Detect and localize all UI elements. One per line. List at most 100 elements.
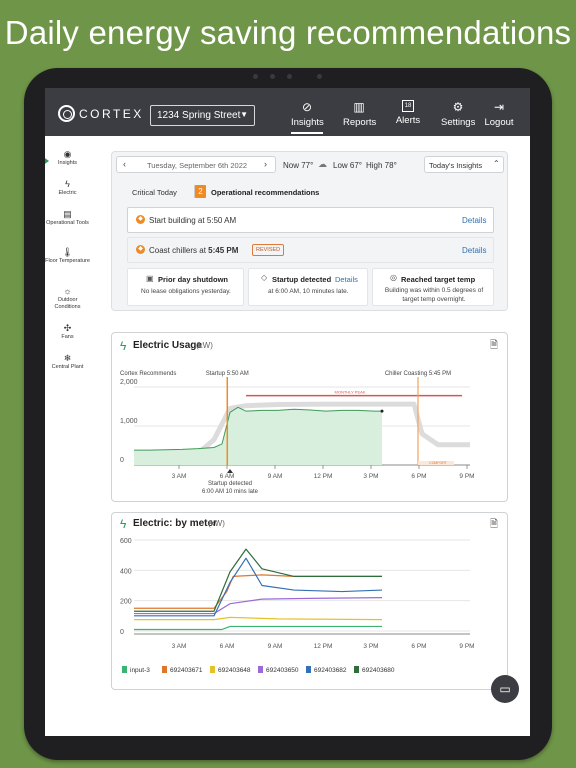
card-unit: (kW) (208, 519, 225, 528)
nav-insights[interactable]: ⊘ Insights (291, 100, 324, 134)
calendar-alert-icon: 18 (402, 100, 414, 112)
sidebar-item-operational-tools[interactable]: ▤ Operational Tools (45, 209, 90, 227)
cortex-recommends-label: Cortex Recommends (120, 371, 176, 377)
legend-swatch (122, 666, 127, 673)
nav-label: Logout (484, 117, 514, 128)
sidebar-item-electric[interactable]: ϟ Electric (45, 179, 90, 197)
document-icon[interactable]: 🗎 (490, 340, 499, 351)
recommendation-text: Start building at (149, 216, 207, 225)
nav-alerts[interactable]: 18 Alerts (394, 100, 422, 126)
x-tick-label: 6 AM (220, 473, 235, 480)
legend-label: 692403682 (314, 667, 347, 674)
actual-end-point (380, 409, 384, 413)
legend-swatch (354, 666, 359, 673)
x-tick-label: 9 PM (459, 643, 474, 650)
recommendation-time: 5:50 AM (206, 216, 237, 225)
target-icon: ◎ (390, 273, 397, 282)
meter-series-line (134, 557, 383, 617)
insights-dropdown[interactable]: Today's Insights ⌃ (424, 156, 504, 173)
x-tick-label: 3 PM (363, 643, 378, 650)
weather-low: Low 67° (333, 161, 362, 170)
marketing-headline: Daily energy saving recommendations (4, 14, 572, 51)
snowflake-icon: ❄ (63, 353, 72, 363)
sidebar-item-insights[interactable]: ◉ Insights (45, 150, 90, 167)
recommendation-row[interactable]: ◆ Coast chillers at 5:45 PM REVISED Deta… (127, 237, 494, 263)
x-tick-label: 3 AM (172, 643, 187, 650)
toolbox-icon: ▤ (63, 209, 72, 219)
summary-title: Reached target temp (401, 275, 476, 284)
weather-high: High 78° (366, 161, 397, 170)
nav-label: Settings (441, 117, 476, 128)
coast-label: Chiller Coasting 5:45 PM (385, 371, 451, 377)
nav-logout[interactable]: ⇥ Logout (484, 100, 514, 128)
nav-reports[interactable]: ▥ Reports (343, 100, 377, 128)
camera-dot (270, 74, 275, 79)
date-picker[interactable]: ‹ Tuesday, September 6th 2022 › (116, 156, 276, 173)
critical-today-label: Critical Today (132, 188, 177, 197)
sidebar: ◉ Insights ϟ Electric ▤ Operational Tool… (45, 136, 90, 736)
x-tick-label: 6 AM (220, 643, 235, 650)
x-tick-label: 9 PM (459, 473, 474, 480)
startup-detected-marker (227, 469, 233, 473)
startup-label: Startup 5:50 AM (206, 371, 249, 377)
x-tick-label: 9 AM (268, 473, 283, 480)
meter-series-line (134, 625, 382, 631)
legend-swatch (306, 666, 311, 673)
camera-dot (287, 74, 292, 79)
summary-card-prior-shutdown: ▣ Prior day shutdown No lease obligation… (127, 268, 244, 306)
recommendation-row[interactable]: ◆ Start building at 5:50 AM Details (127, 207, 494, 233)
cortex-logo[interactable]: CORTEX (58, 105, 144, 122)
details-link[interactable]: Details (335, 275, 358, 284)
x-tick-label: 3 PM (363, 473, 378, 480)
fan-icon: ✣ (63, 323, 72, 333)
comfort-label: COMFORT (429, 461, 447, 465)
sidebar-item-outdoor-conditions[interactable]: ☼ Outdoor Conditions (45, 287, 90, 311)
summary-body: at 6:00 AM, 10 minutes late. (268, 288, 349, 295)
electric-usage-card: ϟ Electric Usage (kW) 🗎 2,000 1,000 0 3 AM 6… (111, 332, 508, 502)
address-value: 1234 Spring Street (157, 110, 241, 121)
details-link[interactable]: Details (462, 216, 487, 225)
legend-label: 692403648 (218, 667, 251, 674)
document-icon[interactable]: 🗎 (490, 519, 499, 530)
sidebar-item-label: Operational Tools (46, 220, 89, 226)
chat-button[interactable]: ▭ (491, 675, 519, 703)
by-meter-chart: 600 400 200 0 3 AM 6 AM 9 AM 12 PM 3 PM 6 PM 9 PM i… (120, 538, 475, 674)
nav-label: Reports (343, 117, 377, 128)
recommendations-title: Operational recommendations (211, 188, 320, 197)
address-select[interactable]: 1234 Spring Street ▼ (150, 105, 255, 126)
sidebar-item-label: Outdoor Conditions (54, 297, 81, 310)
chevron-left-icon[interactable]: ‹ (123, 159, 126, 169)
sidebar-item-floor-temperature[interactable]: 🌡︎ Floor Temperature (45, 248, 90, 265)
camera-dot (317, 74, 322, 79)
electric-usage-chart: 2,000 1,000 0 3 AM 6 AM 9 AM 12 PM 3 PM 6 PM 9 PM… (120, 371, 475, 495)
summary-card-startup: ◇ Startup detected Details at 6:00 AM, 1… (248, 268, 368, 306)
sidebar-item-label: Insights (58, 160, 77, 166)
bolt-icon: ϟ (120, 517, 127, 531)
actual-series-line (134, 406, 382, 451)
gear-icon: ⚙ (452, 100, 464, 114)
actual-series-area (134, 407, 382, 465)
sidebar-item-central-plant[interactable]: ❄ Central Plant (45, 353, 90, 371)
card-title: Electric Usage (133, 340, 202, 351)
x-tick-label: 6 PM (411, 473, 426, 480)
nav-settings[interactable]: ⚙ Settings (441, 100, 475, 128)
calendar-icon: ▣ (146, 274, 154, 283)
chevron-right-icon[interactable]: › (264, 159, 267, 169)
y-tick-label: 0 (120, 629, 124, 636)
summary-title: Prior day shutdown (158, 275, 229, 284)
x-tick-label: 12 PM (314, 473, 333, 480)
card-unit: (kW) (196, 341, 213, 350)
insights-panel: ‹ Tuesday, September 6th 2022 › Now 77° … (111, 151, 508, 311)
nav-label: Alerts (395, 115, 421, 126)
legend-label: 692403680 (362, 667, 395, 674)
bolt-icon: ϟ (65, 179, 70, 189)
sidebar-item-fans[interactable]: ✣ Fans (45, 323, 90, 341)
legend-label: 692403650 (266, 667, 299, 674)
details-link[interactable]: Details (462, 246, 487, 255)
legend-label: 692403671 (170, 667, 203, 674)
chevron-up-icon: ⌃ (493, 159, 500, 168)
weather-now: Now 77° (283, 161, 314, 170)
sidebar-item-label: Central Plant (51, 364, 84, 370)
meter-series-line (134, 597, 383, 615)
bolt-icon: ϟ (120, 339, 127, 353)
